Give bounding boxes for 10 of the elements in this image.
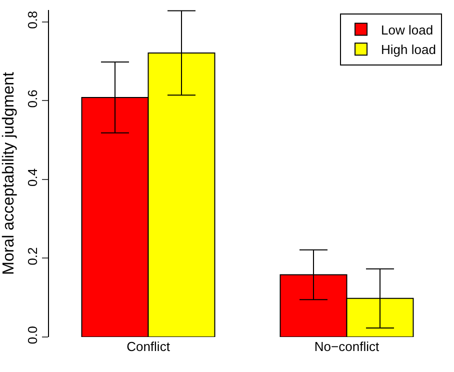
legend-label: Low load <box>381 22 434 38</box>
legend-label: High load <box>381 42 436 58</box>
x-tick-label: No−conflict <box>314 339 380 354</box>
y-tick-label: 0.0 <box>24 326 40 344</box>
y-tick-label: 0.6 <box>24 90 40 108</box>
y-axis-title: Moral acceptability judgment <box>0 72 18 275</box>
y-tick-label: 0.2 <box>24 247 40 266</box>
y-tick-label: 0.4 <box>24 168 40 186</box>
x-tick-label: Conflict <box>126 339 170 354</box>
y-tick-label: 0.8 <box>24 10 40 29</box>
